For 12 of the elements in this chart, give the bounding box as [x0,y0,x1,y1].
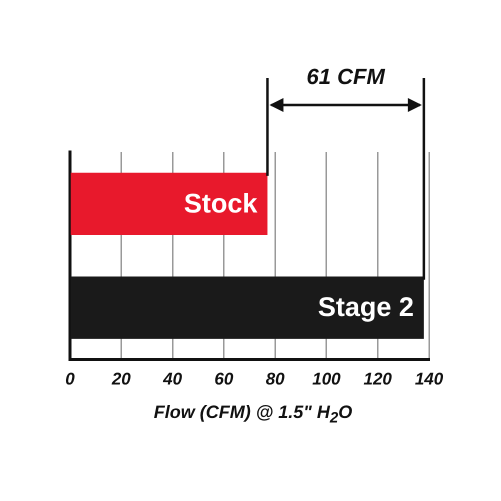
x-tick-label: 120 [364,369,392,388]
x-tick-label: 40 [162,369,183,388]
x-tick-label: 140 [414,369,444,388]
x-tick-label: 20 [110,369,132,388]
x-tick-label: 0 [65,369,76,388]
x-tick-label: 60 [214,369,234,388]
y-tick-label: Stock [184,188,258,218]
y-tick-label: Stage 2 [318,292,414,322]
x-tick-label: 80 [266,369,286,388]
x-axis-title: Flow (CFM) @ 1.5" H$_{2}$O [152,402,354,427]
text: 61 CFM [306,64,386,90]
x-tick-label: 100 [312,369,342,388]
